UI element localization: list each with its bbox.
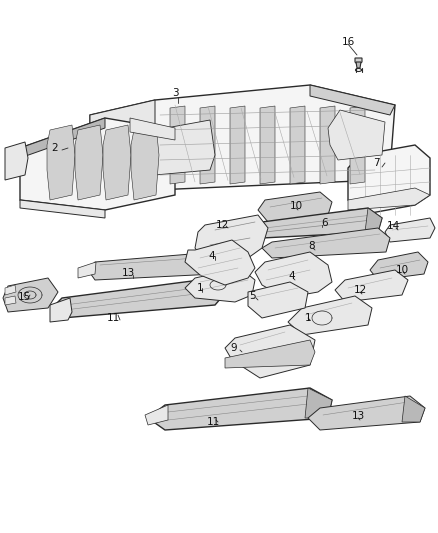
- Polygon shape: [290, 106, 305, 184]
- Polygon shape: [200, 106, 215, 184]
- Polygon shape: [78, 262, 96, 278]
- Polygon shape: [230, 106, 245, 184]
- Text: 13: 13: [351, 411, 364, 421]
- Polygon shape: [225, 340, 315, 368]
- Polygon shape: [145, 405, 168, 425]
- Polygon shape: [185, 268, 255, 302]
- Polygon shape: [225, 325, 315, 378]
- Polygon shape: [356, 62, 361, 68]
- Text: 7: 7: [373, 158, 379, 168]
- Polygon shape: [5, 285, 16, 295]
- Polygon shape: [348, 188, 430, 210]
- Polygon shape: [90, 100, 155, 190]
- Text: 8: 8: [309, 241, 315, 251]
- Polygon shape: [47, 125, 75, 200]
- Text: 1: 1: [197, 283, 203, 293]
- Polygon shape: [250, 208, 382, 238]
- Text: 10: 10: [290, 201, 303, 211]
- Polygon shape: [310, 85, 395, 115]
- Text: 9: 9: [231, 343, 237, 353]
- Text: 15: 15: [18, 292, 31, 302]
- Polygon shape: [260, 106, 275, 184]
- Polygon shape: [370, 252, 428, 280]
- Polygon shape: [148, 388, 332, 430]
- Polygon shape: [90, 85, 395, 190]
- Text: 10: 10: [396, 265, 409, 275]
- Polygon shape: [20, 200, 105, 218]
- Polygon shape: [195, 215, 268, 262]
- Text: 3: 3: [172, 88, 178, 98]
- Text: 6: 6: [321, 218, 328, 228]
- Text: 4: 4: [208, 251, 215, 261]
- Polygon shape: [348, 145, 430, 215]
- Polygon shape: [130, 118, 175, 140]
- Text: 5: 5: [249, 291, 255, 301]
- Text: 4: 4: [289, 271, 295, 281]
- Polygon shape: [5, 142, 28, 180]
- Polygon shape: [140, 120, 215, 175]
- Text: 12: 12: [215, 220, 229, 230]
- Text: 12: 12: [353, 285, 367, 295]
- Polygon shape: [258, 192, 332, 222]
- Polygon shape: [5, 296, 16, 305]
- Text: 2: 2: [52, 143, 58, 153]
- Polygon shape: [88, 252, 225, 280]
- Text: 13: 13: [121, 268, 134, 278]
- Polygon shape: [305, 388, 332, 418]
- Text: 1: 1: [305, 313, 311, 323]
- Polygon shape: [402, 396, 425, 422]
- Polygon shape: [131, 125, 159, 200]
- Text: 11: 11: [206, 417, 219, 427]
- Polygon shape: [335, 270, 408, 302]
- Polygon shape: [385, 218, 435, 242]
- Polygon shape: [170, 106, 185, 184]
- Polygon shape: [248, 282, 308, 318]
- Polygon shape: [103, 125, 131, 200]
- Polygon shape: [75, 125, 103, 200]
- Polygon shape: [3, 278, 58, 312]
- Polygon shape: [288, 296, 372, 335]
- Polygon shape: [50, 298, 72, 322]
- Polygon shape: [52, 278, 228, 318]
- Polygon shape: [262, 228, 390, 258]
- Text: 14: 14: [386, 221, 399, 231]
- Polygon shape: [350, 106, 365, 184]
- Polygon shape: [185, 240, 255, 285]
- Polygon shape: [20, 118, 175, 210]
- Polygon shape: [20, 118, 105, 158]
- Polygon shape: [355, 58, 362, 65]
- Polygon shape: [320, 106, 335, 184]
- Text: 11: 11: [106, 313, 120, 323]
- Polygon shape: [308, 396, 425, 430]
- Text: 16: 16: [341, 37, 355, 47]
- Polygon shape: [328, 110, 385, 160]
- Polygon shape: [255, 252, 332, 298]
- Polygon shape: [365, 208, 382, 232]
